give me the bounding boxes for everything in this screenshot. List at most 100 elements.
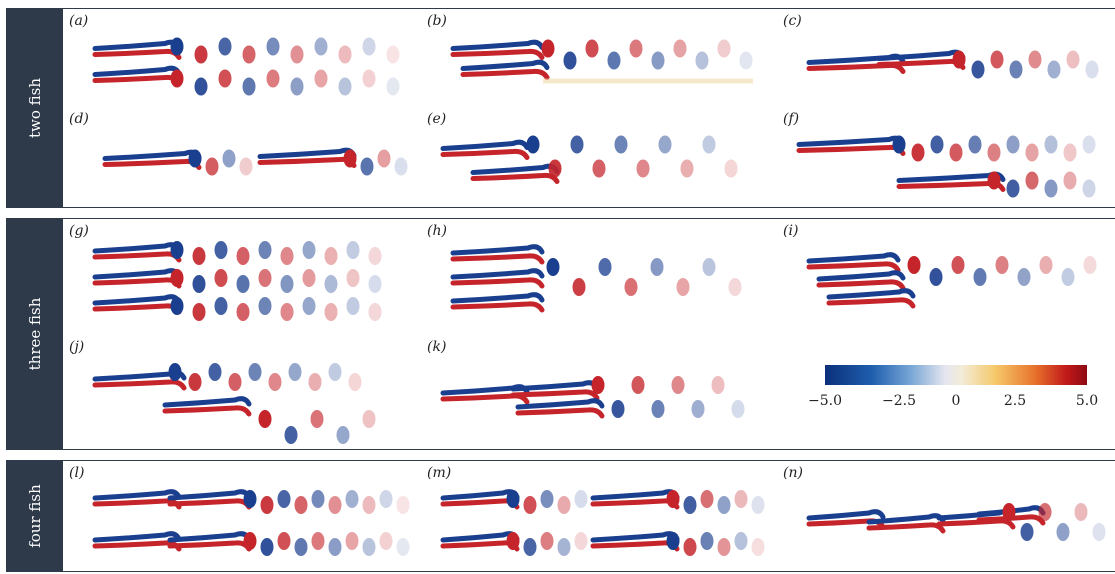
fish-body-upper (590, 531, 680, 543)
vortex (598, 258, 612, 276)
vortex (328, 538, 342, 556)
vortex (523, 496, 537, 514)
fish-body-upper (92, 268, 182, 280)
vortex (362, 37, 376, 56)
vortex (987, 171, 1001, 190)
vortex (666, 532, 680, 550)
fish-body-upper (450, 292, 545, 304)
vorticity-field (450, 244, 742, 313)
vortex (248, 363, 262, 381)
fish-body-lower (806, 261, 901, 273)
fish-body-upper (590, 489, 680, 501)
vortex (348, 373, 362, 391)
fish-body-lower (92, 48, 182, 60)
fish-body-upper (92, 242, 182, 254)
vortex (236, 303, 250, 321)
vortex (346, 241, 360, 259)
vortex (394, 157, 408, 176)
vortex (214, 297, 228, 315)
vorticity-field (92, 37, 400, 96)
vortex (731, 400, 745, 418)
vortex (1082, 179, 1096, 198)
vortex (624, 278, 638, 296)
vortex (695, 51, 709, 70)
vortex (952, 50, 966, 69)
vortex (651, 51, 665, 70)
vortex (324, 303, 338, 321)
vortex (951, 256, 965, 274)
vortex (277, 532, 291, 550)
fish-body-lower (896, 180, 1006, 192)
vortex (724, 159, 738, 178)
fish-body-lower (976, 514, 1046, 526)
fish-body-upper (450, 39, 545, 51)
vortex (557, 538, 571, 556)
vortex (700, 532, 714, 550)
group-label: four fish (26, 484, 44, 548)
vortex (990, 50, 1004, 69)
vorticity-field (796, 135, 1096, 198)
vortex (396, 538, 410, 556)
vortex (650, 258, 664, 276)
vortex (168, 363, 182, 381)
fish-body-lower (816, 279, 906, 291)
fish-body-upper (470, 163, 560, 175)
vortex (540, 490, 554, 508)
fish-body-upper (876, 49, 966, 61)
fish-body-upper (826, 288, 916, 300)
fish-body-upper (515, 398, 605, 410)
vortex (290, 77, 304, 96)
vortex (1028, 50, 1042, 69)
vortex (574, 532, 588, 550)
vortex (338, 77, 352, 96)
vorticity-field (92, 241, 382, 321)
vortex (541, 39, 555, 58)
fish-body-lower (440, 148, 530, 160)
vortex (192, 303, 206, 321)
vortex (214, 241, 228, 259)
fish-body-upper (92, 294, 182, 306)
vortex (258, 241, 272, 259)
panel-label: (a) (69, 13, 89, 29)
vortex (651, 400, 665, 418)
fish-body-upper (440, 489, 520, 501)
vortex (676, 278, 690, 296)
shear-layer (543, 78, 753, 84)
vorticity-field (806, 252, 1097, 309)
fish-body-upper (450, 244, 545, 256)
vortex (611, 400, 625, 418)
vortex (345, 532, 359, 550)
vortex (188, 149, 202, 168)
vortex (892, 135, 906, 154)
panel-b: (b) (423, 11, 773, 106)
vortex (188, 373, 202, 391)
vorticity-field (806, 503, 1106, 541)
fish-body-upper (167, 489, 252, 501)
vortex (170, 241, 184, 259)
vortex (523, 538, 537, 556)
vortex (930, 135, 944, 154)
vortex (194, 45, 208, 64)
group-label: two fish (26, 77, 44, 139)
vortex (995, 256, 1009, 274)
vortex (294, 538, 308, 556)
vortex (360, 157, 374, 176)
fish-body-upper (460, 59, 550, 71)
vortex (170, 269, 184, 287)
vortex (1039, 256, 1053, 274)
vortex (1083, 256, 1097, 274)
vortex (570, 135, 584, 154)
vortex (192, 275, 206, 293)
vortex (506, 490, 520, 508)
fish-body-upper (92, 39, 182, 51)
vortex (572, 278, 586, 296)
vorticity-field (440, 489, 765, 556)
vortex (631, 376, 645, 394)
vortex (907, 256, 921, 274)
colorbar-tick: 2.5 (1003, 393, 1027, 409)
vortex (546, 258, 560, 276)
vortex (702, 258, 716, 276)
vortex (585, 39, 599, 58)
vortex (194, 77, 208, 96)
panel-l: (l) (65, 463, 415, 569)
